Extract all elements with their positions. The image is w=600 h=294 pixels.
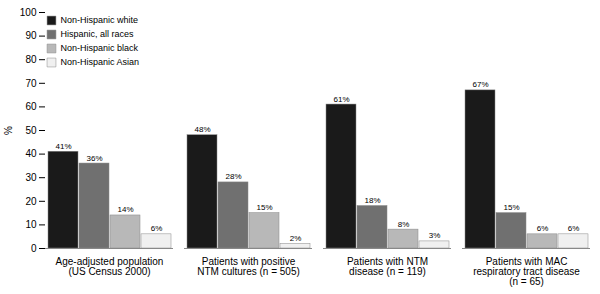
svg-text:90: 90 xyxy=(25,30,37,41)
svg-text:18%: 18% xyxy=(364,196,380,205)
svg-text:30: 30 xyxy=(25,172,37,183)
svg-text:61%: 61% xyxy=(333,95,349,104)
svg-text:3%: 3% xyxy=(429,231,441,240)
svg-text:Non-Hispanic Asian: Non-Hispanic Asian xyxy=(61,57,140,67)
svg-text:Hispanic, all races: Hispanic, all races xyxy=(61,29,135,39)
svg-text:15%: 15% xyxy=(256,203,272,212)
svg-text:41%: 41% xyxy=(55,142,71,151)
svg-text:8%: 8% xyxy=(398,220,410,229)
svg-text:67%: 67% xyxy=(472,80,488,89)
svg-text:Patients with NTMdisease (n =: Patients with NTMdisease (n = 119) xyxy=(347,256,428,277)
svg-text:Age-adjusted population(US Cen: Age-adjusted population(US Census 2000) xyxy=(56,256,164,277)
svg-text:70: 70 xyxy=(25,78,37,89)
svg-text:6%: 6% xyxy=(568,224,580,233)
svg-text:36%: 36% xyxy=(86,154,102,163)
svg-text:28%: 28% xyxy=(225,172,241,181)
svg-text:100: 100 xyxy=(20,7,37,18)
svg-text:40: 40 xyxy=(25,148,37,159)
svg-text:Patients with MACrespiratory t: Patients with MACrespiratory tract disea… xyxy=(473,256,580,287)
svg-text:20: 20 xyxy=(25,196,37,207)
svg-text:6%: 6% xyxy=(537,224,549,233)
svg-text:Non-Hispanic white: Non-Hispanic white xyxy=(61,15,139,25)
svg-text:50: 50 xyxy=(25,125,37,136)
svg-text:Patients with positiveNTM cult: Patients with positiveNTM cultures (n = … xyxy=(197,256,300,277)
svg-text:60: 60 xyxy=(25,101,37,112)
svg-text:48%: 48% xyxy=(194,125,210,134)
svg-text:0: 0 xyxy=(31,243,37,254)
svg-text:14%: 14% xyxy=(117,205,133,214)
svg-text:Non-Hispanic black: Non-Hispanic black xyxy=(61,43,139,53)
svg-text:%: % xyxy=(3,126,14,135)
svg-text:80: 80 xyxy=(25,54,37,65)
svg-text:6%: 6% xyxy=(151,224,163,233)
svg-text:10: 10 xyxy=(25,219,37,230)
svg-text:15%: 15% xyxy=(503,203,519,212)
svg-text:2%: 2% xyxy=(290,234,302,243)
